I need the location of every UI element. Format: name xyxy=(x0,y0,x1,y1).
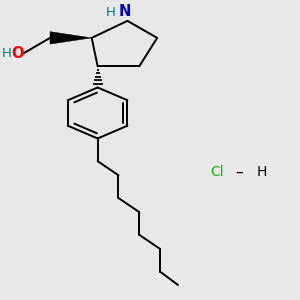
Text: O: O xyxy=(11,46,24,61)
Text: H: H xyxy=(257,166,267,179)
Text: H: H xyxy=(2,47,12,60)
Text: –: – xyxy=(235,165,243,180)
Text: H: H xyxy=(106,6,116,19)
Text: Cl: Cl xyxy=(211,166,224,179)
Text: N: N xyxy=(118,4,130,19)
Polygon shape xyxy=(50,32,92,44)
